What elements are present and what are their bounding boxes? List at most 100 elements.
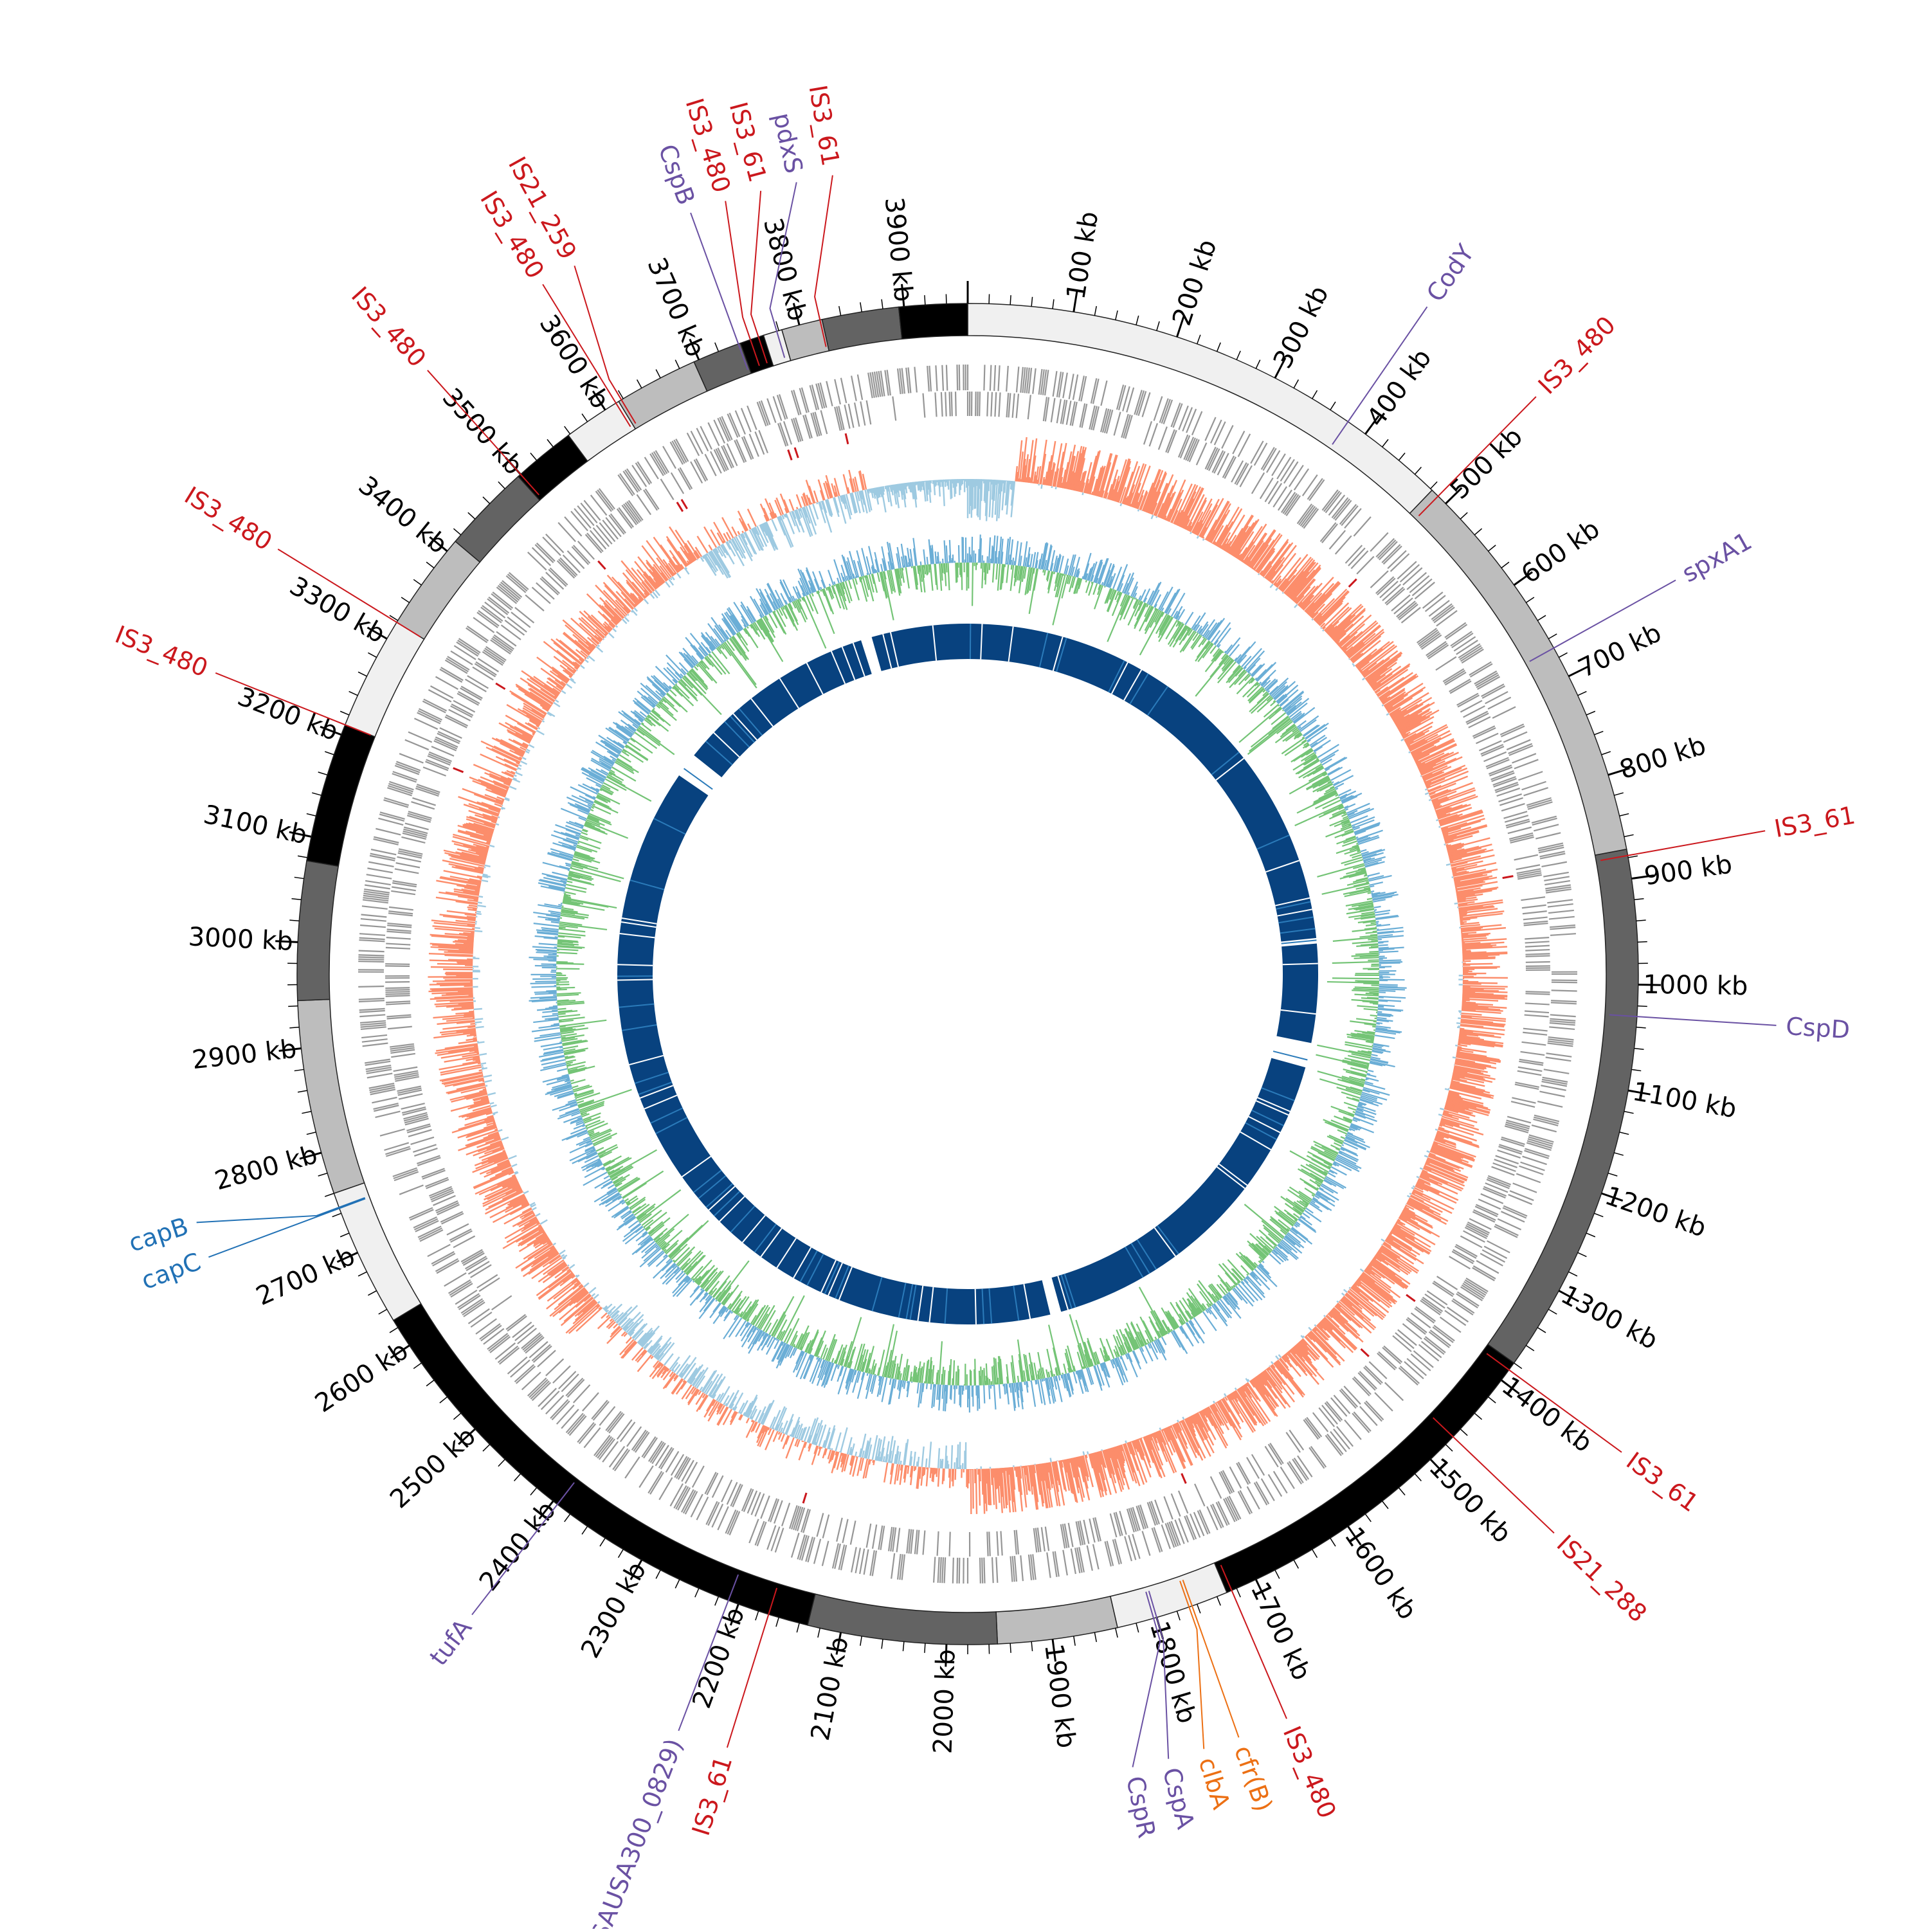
cds-mark	[837, 1518, 842, 1542]
cds-mark	[991, 392, 992, 417]
gc-skew-bar	[475, 931, 482, 932]
cds-mark	[1499, 798, 1523, 805]
gc-skew-bar	[616, 626, 617, 627]
gc-content-bar	[1322, 759, 1332, 765]
cds-mark	[821, 410, 828, 434]
gc-skew-bar	[437, 983, 473, 984]
gc-skew-bar	[514, 775, 517, 777]
gc-content-bar	[1033, 568, 1034, 573]
cds-mark	[1525, 946, 1550, 947]
gc-content-bar	[998, 564, 1000, 591]
cds-mark	[1546, 1058, 1571, 1061]
cds-mark	[466, 628, 487, 643]
cds-mark	[1510, 1191, 1534, 1200]
cds-mark	[386, 995, 410, 996]
gc-skew-bar	[1425, 789, 1427, 790]
gc-skew-bar	[512, 1164, 518, 1167]
is-element-mark	[1349, 579, 1357, 587]
cds-mark	[693, 1466, 704, 1487]
cds-mark	[1230, 1467, 1242, 1488]
cds-mark	[775, 1528, 784, 1553]
cds-mark	[1488, 1176, 1510, 1185]
gc-content-track	[529, 534, 1406, 1413]
cds-mark	[1326, 1435, 1342, 1456]
cds-mark	[389, 907, 413, 910]
cds-mark	[1522, 905, 1546, 908]
cds-mark	[1211, 1476, 1222, 1498]
cds-mark	[1525, 1011, 1549, 1013]
gc-skew-bar	[790, 1434, 791, 1436]
gc-skew-bar	[790, 499, 794, 510]
cds-mark	[945, 392, 946, 417]
cds-mark	[1364, 1402, 1382, 1421]
cds-mark	[625, 1457, 639, 1478]
cds-mark	[385, 991, 410, 992]
gc-skew-bar	[529, 745, 534, 747]
cds-mark	[923, 393, 925, 418]
gc-skew-bar	[1401, 739, 1404, 741]
cds-mark	[386, 1001, 410, 1002]
gc-content-bar	[1341, 814, 1346, 816]
gc-skew-bar	[770, 519, 771, 520]
cds-mark	[386, 932, 411, 934]
cds-mark	[412, 802, 435, 809]
gc-skew-bar	[779, 1432, 780, 1434]
cds-mark	[359, 951, 385, 952]
gc-content-bar	[1206, 651, 1222, 672]
cds-mark	[1101, 381, 1107, 406]
gc-skew-bar	[696, 1395, 707, 1412]
cds-mark	[1063, 373, 1067, 398]
gc-content-bar	[1042, 543, 1047, 570]
cds-mark	[1294, 469, 1309, 490]
gc-skew-bar	[732, 527, 737, 536]
gc-content-bar	[1134, 598, 1135, 599]
cds-mark	[1197, 443, 1207, 465]
gc-skew-bar	[477, 876, 482, 878]
gc-skew-bar	[566, 684, 572, 688]
gc-skew-bar	[1294, 604, 1297, 608]
cds-mark	[1498, 1150, 1521, 1158]
cds-mark	[411, 1137, 434, 1144]
cds-mark	[1487, 1241, 1510, 1252]
gc-skew-bar	[862, 1450, 864, 1458]
gc-content-bar	[972, 563, 973, 606]
cds-mark	[1521, 897, 1545, 900]
cds-mark	[1516, 1174, 1541, 1183]
cds-mark	[1548, 910, 1574, 913]
cds-mark	[365, 881, 391, 885]
gc-skew-bar	[922, 1447, 924, 1467]
cds-mark	[1007, 393, 1009, 417]
cds-mark	[365, 885, 390, 889]
gc-skew-bar	[1083, 1451, 1084, 1455]
cds-mark	[1047, 1553, 1050, 1578]
cds-mark	[864, 1549, 869, 1575]
cds-mark	[1525, 950, 1550, 951]
gc-skew-bar	[482, 1068, 484, 1069]
contig-segment-14	[455, 476, 539, 562]
gc-skew-bar	[587, 658, 588, 659]
cds-mark	[579, 1424, 595, 1444]
cds-mark	[1519, 1166, 1543, 1175]
cds-mark	[359, 934, 385, 935]
cds-mark	[1006, 366, 1008, 392]
cds-mark	[1150, 423, 1157, 446]
cds-mark	[1069, 1523, 1073, 1547]
gc-content-bar	[1222, 651, 1223, 653]
cds-mark	[1523, 1029, 1548, 1031]
contig-segment-11	[307, 725, 375, 866]
cds-mark	[1523, 917, 1548, 920]
gc-skew-bar	[598, 1301, 600, 1303]
cds-mark	[440, 1212, 462, 1222]
cds-mark	[399, 1185, 423, 1194]
gc-skew-bar	[1413, 1186, 1415, 1187]
gc-skew-bar	[1125, 1441, 1126, 1443]
gc-skew-bar	[664, 1373, 675, 1389]
cds-mark	[380, 1129, 405, 1136]
gc-skew-bar	[1342, 1293, 1345, 1295]
cds-mark	[1172, 402, 1181, 426]
cds-mark	[822, 1541, 829, 1566]
gc-content-bar	[1150, 582, 1161, 605]
cds-mark	[941, 392, 943, 417]
gc-skew-bar	[1363, 678, 1365, 680]
cds-mark	[659, 1477, 672, 1500]
